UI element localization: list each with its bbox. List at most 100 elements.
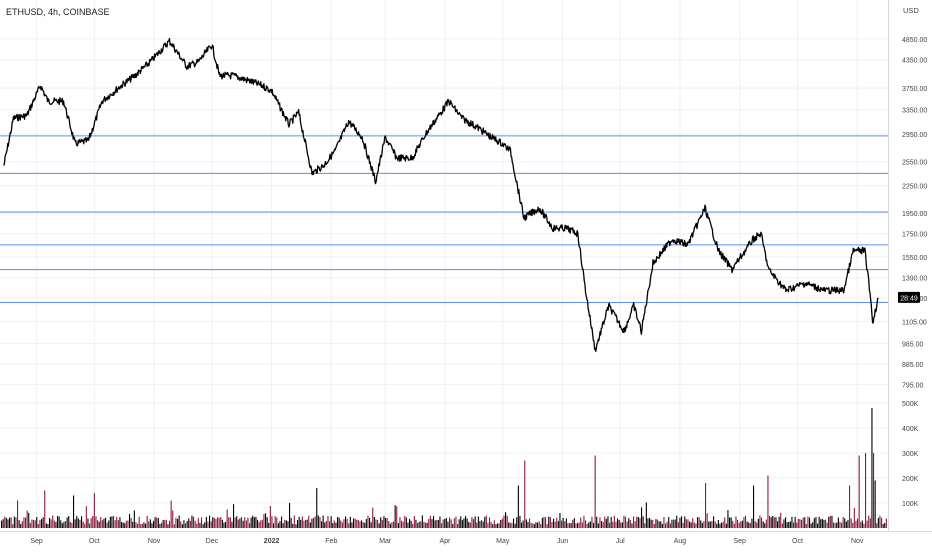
volume-bar: [385, 518, 387, 528]
volume-bar: [135, 522, 137, 528]
volume-bar: [852, 522, 854, 528]
volume-tick-label: 200K: [902, 476, 919, 483]
volume-bar: [244, 517, 246, 528]
volume-bar: [311, 518, 313, 528]
volume-bar: [277, 523, 279, 528]
volume-bar: [637, 517, 639, 528]
volume-bar: [746, 521, 748, 528]
volume-bar: [813, 518, 815, 528]
volume-bar: [765, 519, 767, 528]
volume-bar: [881, 517, 883, 528]
volume-bar: [327, 515, 329, 528]
volume-bar: [503, 515, 505, 528]
volume-bar: [788, 521, 790, 528]
volume-bar: [692, 518, 694, 528]
volume-bar: [858, 455, 860, 528]
volume-bar: [138, 516, 140, 528]
volume-bar: [81, 516, 83, 528]
volume-bar: [802, 517, 804, 528]
volume-bar: [754, 521, 756, 528]
volume-bar: [145, 523, 147, 528]
volume-bar: [631, 523, 633, 528]
volume-bar: [77, 518, 79, 528]
volume-bar: [543, 516, 545, 528]
volume-bar: [13, 516, 15, 528]
volume-bar: [673, 519, 675, 528]
volume-bar: [559, 513, 561, 528]
time-tick-label: Feb: [325, 538, 337, 545]
volume-bar: [593, 522, 595, 528]
volume-bar: [588, 522, 590, 528]
volume-bar: [207, 521, 209, 528]
volume-bar: [111, 516, 113, 528]
volume-bar: [500, 520, 502, 528]
volume-bar: [767, 475, 769, 528]
volume-bar: [268, 522, 270, 528]
volume-bar: [594, 455, 596, 528]
volume-bar: [770, 517, 772, 528]
time-tick-label: Jul: [616, 538, 625, 545]
volume-bar: [658, 521, 660, 528]
volume-bar: [161, 522, 163, 528]
price-tick-label: 985.00: [902, 341, 924, 348]
volume-bar: [84, 523, 86, 528]
volume-bar: [228, 517, 230, 528]
volume-bar: [377, 519, 379, 528]
volume-bar: [57, 516, 59, 528]
volume-bar: [284, 519, 286, 528]
volume-bar: [348, 523, 350, 528]
volume-bar: [564, 521, 566, 528]
volume-bar: [447, 521, 449, 528]
volume-bar: [434, 520, 436, 528]
volume-bar: [242, 520, 244, 528]
volume-bar: [535, 522, 537, 528]
volume-bar: [399, 517, 401, 528]
volume-bar: [341, 522, 343, 528]
volume-bar: [106, 522, 108, 528]
currency-label: USD: [903, 6, 919, 15]
price-tick-label: 1950.00: [902, 211, 927, 218]
volume-bar: [546, 524, 548, 528]
volume-bar: [716, 523, 718, 528]
volume-bar: [353, 518, 355, 528]
volume-bar: [860, 522, 862, 528]
volume-bar: [217, 517, 219, 528]
volume-bar: [780, 512, 782, 528]
volume-bar: [445, 518, 447, 528]
volume-bar: [151, 523, 153, 528]
volume-bar: [220, 517, 222, 528]
volume-bar: [28, 512, 30, 528]
volume-bar: [397, 523, 399, 528]
volume-bar: [634, 521, 636, 528]
price-tick-label: 1390.00: [902, 276, 927, 283]
volume-bar: [815, 517, 817, 528]
volume-bar: [386, 517, 388, 528]
volume-bar: [825, 519, 827, 528]
volume-bar: [644, 523, 646, 528]
price-series: [3, 37, 879, 352]
volume-bar: [149, 519, 151, 528]
volume-bar: [247, 517, 249, 528]
volume-bar: [882, 523, 884, 528]
volume-bar: [129, 513, 131, 528]
volume-bar: [713, 516, 715, 528]
volume-bar: [645, 502, 647, 528]
volume-bar: [194, 520, 196, 528]
volume-bar: [237, 519, 239, 528]
volume-bar: [261, 519, 263, 528]
volume-bar: [73, 495, 75, 528]
volume-bar: [727, 510, 729, 528]
volume-bar: [76, 516, 78, 528]
volume-bar: [185, 523, 187, 528]
volume-bar: [1, 520, 3, 528]
volume-bar: [189, 520, 191, 528]
volume-bar: [541, 517, 543, 528]
time-axis[interactable]: Sep Oct Nov Dec 2022 Feb Mar Apr May Jun Jul Aug Sep…: [30, 538, 864, 545]
volume-bar: [426, 522, 428, 528]
volume-bar: [737, 519, 739, 528]
volume-bar: [484, 516, 486, 528]
volume-bar: [497, 523, 499, 528]
volume-bar: [554, 521, 556, 528]
